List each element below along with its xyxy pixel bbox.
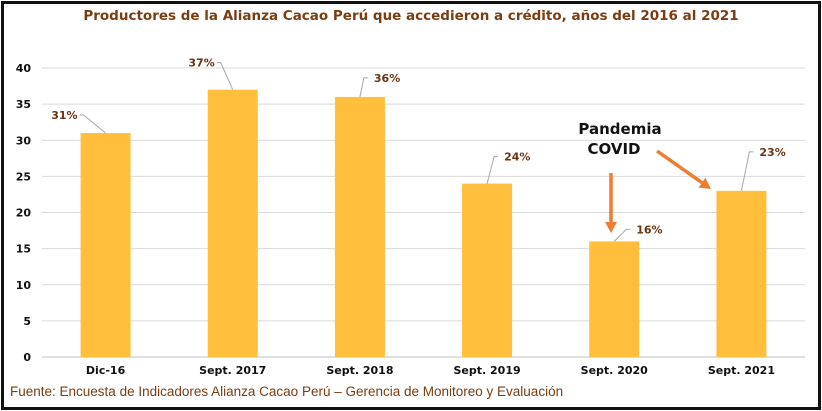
y-tick-label: 10 bbox=[16, 279, 32, 292]
leader-line bbox=[486, 156, 499, 184]
x-tick-label: Dic-16 bbox=[86, 364, 126, 377]
x-tick-label: Sept. 2020 bbox=[581, 364, 648, 377]
source-note: Fuente: Encuesta de Indicadores Alianza … bbox=[10, 384, 563, 399]
leader-line bbox=[740, 151, 754, 191]
x-tick-label: Sept. 2018 bbox=[326, 364, 393, 377]
annotation-line-2: COVID bbox=[588, 140, 641, 158]
leader-line bbox=[79, 114, 106, 134]
x-tick-label: Sept. 2017 bbox=[199, 364, 266, 377]
arrow-head bbox=[698, 177, 711, 189]
data-label: 31% bbox=[51, 109, 77, 122]
y-tick-label: 20 bbox=[16, 207, 32, 220]
y-tick-label: 0 bbox=[23, 351, 31, 364]
leader-line bbox=[613, 228, 631, 242]
y-tick-label: 40 bbox=[16, 62, 32, 75]
y-tick-label: 25 bbox=[16, 170, 31, 183]
y-tick-label: 30 bbox=[16, 134, 32, 147]
leader-line bbox=[359, 77, 368, 98]
y-tick-label: 5 bbox=[23, 315, 31, 328]
leader-line bbox=[216, 62, 234, 90]
bar bbox=[589, 241, 640, 357]
y-tick-label: 15 bbox=[16, 243, 31, 256]
chart-title: Productores de la Alianza Cacao Perú que… bbox=[83, 8, 738, 24]
bar bbox=[462, 183, 513, 357]
data-label: 23% bbox=[759, 146, 785, 159]
data-label: 16% bbox=[636, 223, 662, 236]
bar bbox=[80, 133, 131, 357]
arrow-shaft bbox=[655, 149, 704, 185]
data-label: 37% bbox=[188, 57, 214, 70]
data-label: 24% bbox=[504, 151, 530, 164]
x-tick-label: Sept. 2019 bbox=[454, 364, 521, 377]
x-tick-label: Sept. 2021 bbox=[708, 364, 775, 377]
bar bbox=[716, 190, 767, 357]
y-tick-label: 35 bbox=[16, 98, 31, 111]
arrow-head bbox=[605, 222, 617, 233]
data-label: 36% bbox=[374, 72, 400, 85]
bar bbox=[207, 89, 258, 358]
annotation-line-1: Pandemia bbox=[578, 120, 661, 138]
bar bbox=[334, 96, 385, 358]
